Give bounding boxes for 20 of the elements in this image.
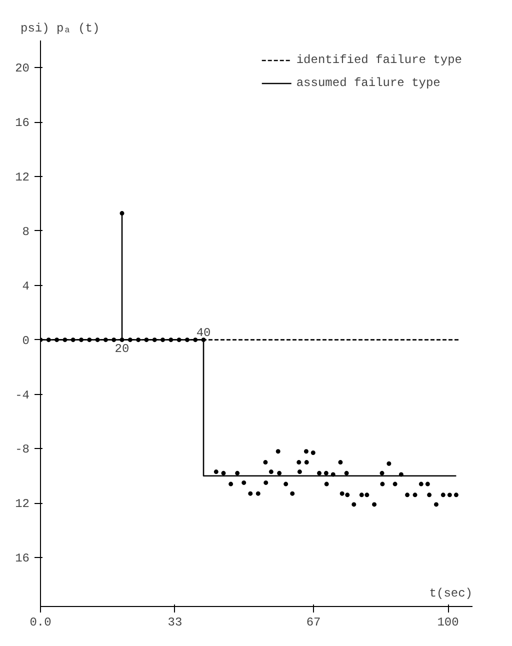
annotation: 20: [114, 342, 130, 356]
y-tick-label: 12: [15, 497, 30, 512]
y-tick-label: 20: [15, 62, 30, 76]
x-axis-title: t(sec): [429, 586, 473, 600]
y-tick-label: 4: [22, 279, 30, 294]
y-tick-label: 12: [15, 170, 30, 185]
legend-label: identified failure type: [296, 53, 462, 67]
y-axis-title: psi) pₐ (t): [20, 22, 100, 36]
y-tick-label: -8: [15, 442, 30, 457]
y-tick-label: 8: [22, 224, 30, 239]
y-tick-label: -4: [15, 388, 30, 402]
y-tick-label: 0: [22, 334, 30, 348]
x-tick-label: 100: [437, 616, 459, 630]
x-tick-label: 67: [306, 616, 321, 630]
annotation: 40: [196, 326, 211, 340]
y-tick-label: 16: [15, 116, 30, 130]
x-tick-label: 33: [168, 616, 182, 630]
legend-label: assumed failure type: [296, 76, 440, 90]
x-tick-label: 0.0: [30, 616, 52, 630]
y-tick-label: 16: [15, 552, 30, 566]
